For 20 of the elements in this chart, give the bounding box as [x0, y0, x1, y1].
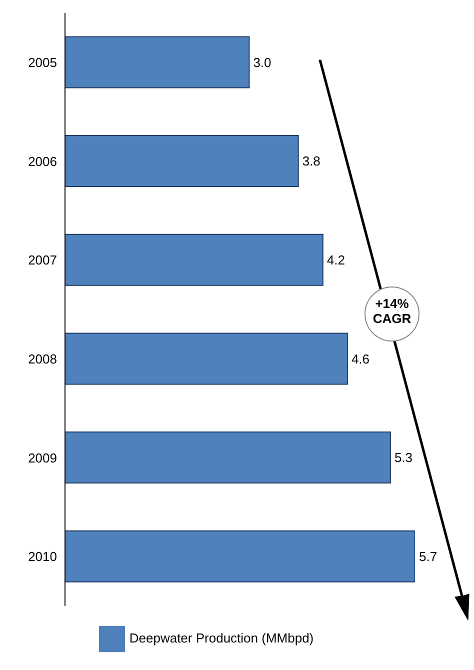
bar [65, 432, 391, 484]
y-tick-label: 2005 [28, 55, 57, 70]
data-label: 4.6 [351, 351, 370, 366]
data-label: 4.2 [326, 252, 345, 268]
y-tick-label: 2008 [28, 352, 57, 367]
annotation: +14% CAGR [372, 296, 412, 326]
y-tick-label: 2010 [28, 549, 57, 564]
bar [65, 234, 324, 286]
y-tick-label: 2007 [28, 252, 57, 268]
bar [65, 332, 348, 385]
y-tick-label: 2009 [28, 450, 57, 466]
y-tick-label: 2006 [28, 154, 57, 169]
data-label: 3.8 [302, 154, 320, 169]
bar [65, 135, 299, 188]
data-label: 5.3 [394, 450, 413, 466]
data-label: 5.7 [419, 549, 438, 564]
bar [65, 530, 415, 582]
bar [65, 36, 250, 88]
legend-label: Deepwater Production (MMbpd) [129, 630, 314, 646]
data-label: 3.0 [253, 54, 272, 70]
